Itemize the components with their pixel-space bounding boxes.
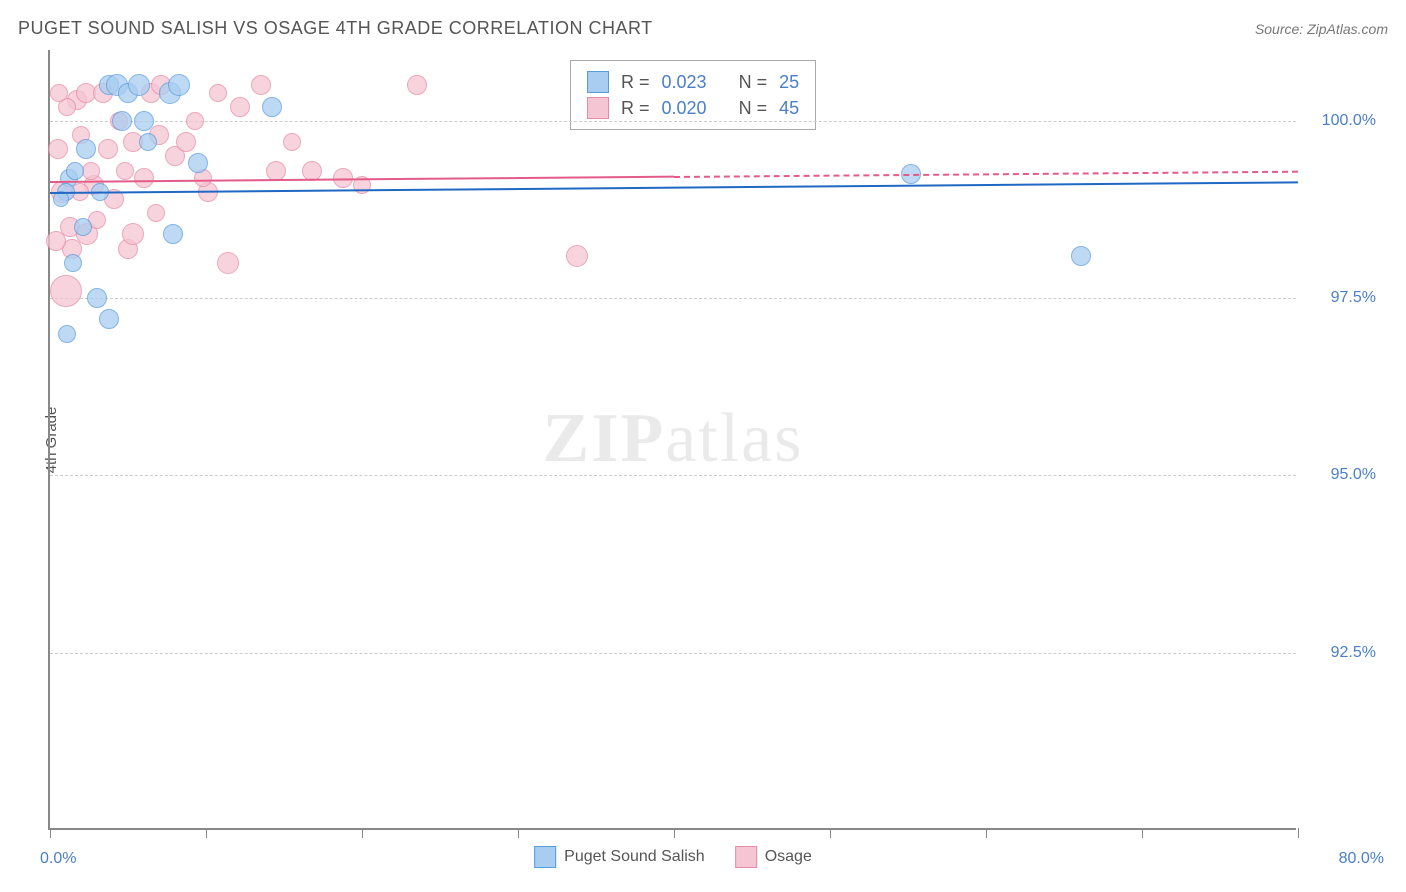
scatter-point-series1 <box>64 254 82 272</box>
scatter-point-series1 <box>87 288 107 308</box>
scatter-point-series1 <box>163 224 183 244</box>
scatter-point-series1 <box>128 74 150 96</box>
scatter-point-series1 <box>74 218 92 236</box>
scatter-point-series2 <box>283 133 301 151</box>
scatter-point-series2 <box>48 139 68 159</box>
watermark-bold: ZIP <box>543 400 666 477</box>
legend-item-series1: Puget Sound Salish <box>534 846 705 868</box>
y-tick-label: 100.0% <box>1306 112 1376 130</box>
legend-item-series2: Osage <box>735 846 812 868</box>
watermark: ZIPatlas <box>543 399 804 479</box>
swatch-series1 <box>587 71 609 93</box>
chart-title: PUGET SOUND SALISH VS OSAGE 4TH GRADE CO… <box>18 18 653 39</box>
x-tick <box>50 828 51 838</box>
x-tick <box>674 828 675 838</box>
trend-line-series1 <box>50 181 1298 194</box>
watermark-light: atlas <box>665 400 803 477</box>
scatter-point-series1 <box>112 111 132 131</box>
scatter-point-series1 <box>76 139 96 159</box>
scatter-point-series2 <box>50 275 82 307</box>
legend-swatch-series2 <box>735 846 757 868</box>
y-tick-label: 97.5% <box>1306 289 1376 307</box>
scatter-point-series2 <box>122 223 144 245</box>
scatter-point-series2 <box>266 161 286 181</box>
x-tick <box>986 828 987 838</box>
bottom-legend: Puget Sound Salish Osage <box>534 846 812 868</box>
x-tick <box>518 828 519 838</box>
legend-label-series2: Osage <box>765 848 812 866</box>
y-tick-label: 95.0% <box>1306 466 1376 484</box>
scatter-point-series2 <box>407 75 427 95</box>
x-tick <box>362 828 363 838</box>
scatter-point-series1 <box>1071 246 1091 266</box>
x-tick <box>1142 828 1143 838</box>
chart-area: 4th Grade ZIPatlas R = 0.023 N = 25 R = … <box>48 50 1388 830</box>
stats-legend-box: R = 0.023 N = 25 R = 0.020 N = 45 <box>570 60 816 130</box>
scatter-point-series2 <box>116 162 134 180</box>
r-label-2: R = <box>621 98 650 119</box>
stats-row-series2: R = 0.020 N = 45 <box>587 95 799 121</box>
scatter-point-series2 <box>50 84 68 102</box>
scatter-point-series1 <box>66 162 84 180</box>
trend-line-series2-dashed <box>674 171 1298 178</box>
scatter-point-series2 <box>209 84 227 102</box>
r-value-1: 0.023 <box>662 72 707 93</box>
stats-row-series1: R = 0.023 N = 25 <box>587 69 799 95</box>
scatter-point-series2 <box>302 161 322 181</box>
scatter-point-series2 <box>186 112 204 130</box>
gridline-h <box>50 298 1296 299</box>
gridline-h <box>50 653 1296 654</box>
n-value-2: 45 <box>779 98 799 119</box>
y-tick-label: 92.5% <box>1306 644 1376 662</box>
plot-region: ZIPatlas R = 0.023 N = 25 R = 0.020 N = … <box>48 50 1296 830</box>
x-tick <box>206 828 207 838</box>
r-value-2: 0.020 <box>662 98 707 119</box>
chart-source: Source: ZipAtlas.com <box>1255 21 1388 37</box>
scatter-point-series1 <box>139 133 157 151</box>
scatter-point-series1 <box>58 325 76 343</box>
scatter-point-series2 <box>82 162 100 180</box>
legend-swatch-series1 <box>534 846 556 868</box>
scatter-point-series2 <box>230 97 250 117</box>
scatter-point-series2 <box>98 139 118 159</box>
swatch-series2 <box>587 97 609 119</box>
scatter-point-series1 <box>262 97 282 117</box>
n-label-2: N = <box>739 98 768 119</box>
scatter-point-series1 <box>188 153 208 173</box>
scatter-point-series2 <box>147 204 165 222</box>
n-label-1: N = <box>739 72 768 93</box>
legend-label-series1: Puget Sound Salish <box>564 848 705 866</box>
x-tick <box>1298 828 1299 838</box>
gridline-h <box>50 121 1296 122</box>
x-axis-max-label: 80.0% <box>1339 850 1384 868</box>
scatter-point-series2 <box>46 231 66 251</box>
chart-header: PUGET SOUND SALISH VS OSAGE 4TH GRADE CO… <box>18 18 1388 39</box>
scatter-point-series2 <box>566 245 588 267</box>
r-label-1: R = <box>621 72 650 93</box>
x-axis-min-label: 0.0% <box>40 850 76 868</box>
scatter-point-series1 <box>168 74 190 96</box>
gridline-h <box>50 475 1296 476</box>
scatter-point-series2 <box>217 252 239 274</box>
n-value-1: 25 <box>779 72 799 93</box>
scatter-point-series2 <box>251 75 271 95</box>
x-tick <box>830 828 831 838</box>
scatter-point-series2 <box>176 132 196 152</box>
scatter-point-series2 <box>134 168 154 188</box>
scatter-point-series1 <box>134 111 154 131</box>
scatter-point-series1 <box>99 309 119 329</box>
